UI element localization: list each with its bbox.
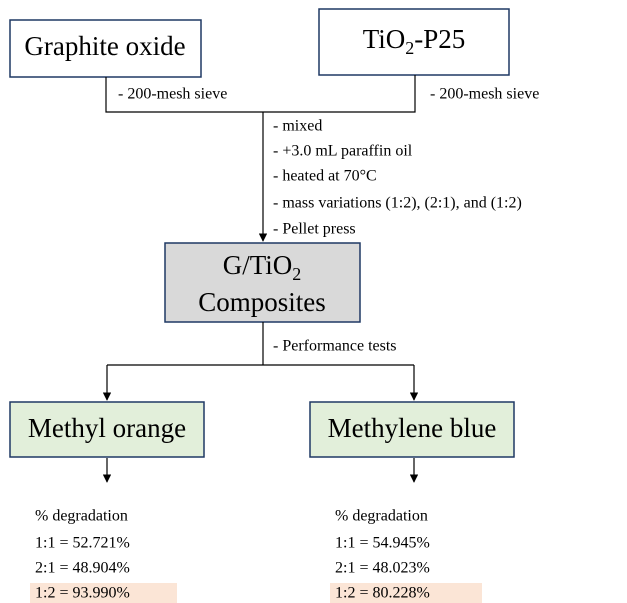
source-box (9, 19, 202, 78)
process-note: - Performance tests (273, 338, 397, 355)
process-note: - 200-mesh sieve (430, 86, 539, 103)
process-step: - mixed (273, 118, 322, 135)
subscript: 2 (405, 38, 414, 58)
result-line: % degradation (35, 508, 128, 525)
connector (105, 75, 416, 113)
subscript: 2 (292, 264, 301, 284)
result-line: 2:1 = 48.904% (35, 560, 130, 577)
process-step: - mass variations (1:2), (2:1), and (1:2… (273, 195, 522, 212)
highlight (30, 583, 177, 603)
output-box (309, 401, 515, 458)
output-label: Methylene blue (328, 413, 497, 443)
result-line: 1:1 = 52.721% (35, 535, 130, 552)
composite-label: G/TiO2 (223, 250, 302, 284)
process-step: - +3.0 mL paraffin oil (273, 143, 413, 160)
label-part: -P25 (414, 24, 465, 54)
label-part: TiO (363, 24, 406, 54)
process-step: - Pellet press (273, 221, 356, 238)
source-box (318, 8, 510, 76)
result-line: 1:2 = 93.990% (35, 585, 130, 602)
result-line: 1:2 = 80.228% (335, 585, 430, 602)
result-line: % degradation (335, 508, 428, 525)
output-box (9, 401, 205, 458)
process-note: - 200-mesh sieve (118, 86, 227, 103)
output-label: Methyl orange (28, 413, 186, 443)
result-line: 1:1 = 54.945% (335, 535, 430, 552)
composite-box (164, 242, 361, 323)
composite-label: Composites (198, 287, 326, 317)
label-part: G/TiO (223, 250, 293, 280)
process-step: - heated at 70°C (273, 168, 377, 185)
source-label: TiO2-P25 (363, 24, 466, 58)
highlight (330, 583, 482, 603)
result-line: 2:1 = 48.023% (335, 560, 430, 577)
source-label: Graphite oxide (24, 31, 185, 61)
